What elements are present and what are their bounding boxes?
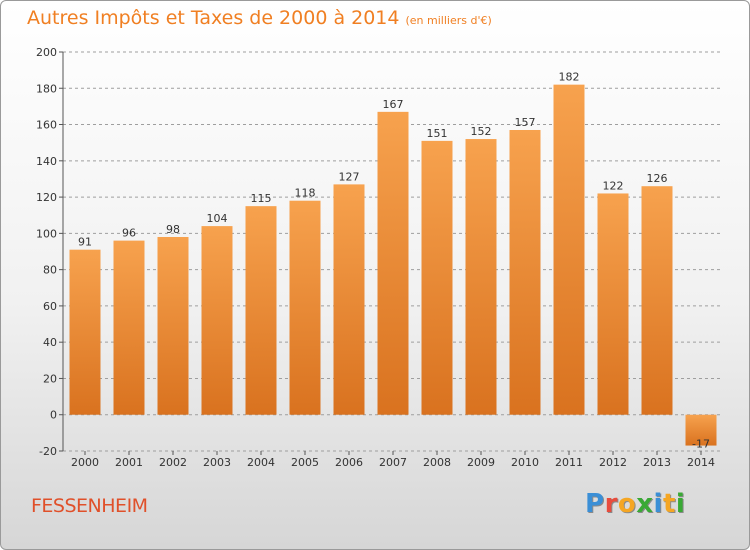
x-tick-label: 2010 [511, 456, 539, 469]
bars [69, 84, 717, 446]
x-tick-label: 2003 [203, 456, 231, 469]
x-tick-label: 2012 [599, 456, 627, 469]
bar-2008 [421, 140, 453, 415]
logo-letter: P [585, 489, 605, 519]
value-label: 157 [515, 116, 536, 129]
value-label: 126 [647, 172, 668, 185]
chart-title-main: Autres Impôts et Taxes de 2000 à 2014 [27, 7, 400, 29]
value-label: 127 [339, 170, 360, 183]
value-label: 118 [295, 187, 316, 200]
bar-2001 [113, 240, 145, 415]
y-tick-label: 120 [36, 191, 57, 204]
logo-letter: i [653, 489, 663, 519]
value-label: 152 [471, 125, 492, 138]
axes: -20 0 20 40 60 80 100 120 140 160 180 200 2000 2001 20… [36, 46, 715, 469]
x-tick-label: 2004 [247, 456, 275, 469]
bar-2009 [465, 139, 497, 415]
value-label: 151 [427, 127, 448, 140]
proxiti-logo: Proxiti [585, 489, 685, 519]
x-tick-label: 2011 [555, 456, 583, 469]
commune-name: FESSENHEIM [31, 495, 148, 517]
x-tick-label: 2006 [335, 456, 363, 469]
chart-title: Autres Impôts et Taxes de 2000 à 2014 (en… [27, 7, 492, 29]
logo-letter: o [617, 489, 637, 519]
bar-2005 [289, 200, 321, 415]
x-tick-label: 2013 [643, 456, 671, 469]
y-tick-label: 60 [43, 300, 57, 313]
bar-2010 [509, 129, 541, 415]
y-tick-label: 0 [50, 409, 57, 422]
bar-2011 [553, 84, 585, 415]
y-tick-label: 140 [36, 155, 57, 168]
value-label: 167 [383, 98, 404, 111]
bar-2012 [597, 193, 629, 415]
bar-2013 [641, 186, 673, 415]
y-tick-label: 20 [43, 372, 57, 385]
y-tick-label: 40 [43, 336, 57, 349]
y-tick-label: 100 [36, 227, 57, 240]
logo-letter: i [675, 489, 686, 519]
x-tick-label: 2005 [291, 456, 319, 469]
x-tick-label: 2008 [423, 456, 451, 469]
logo-letter: t [662, 489, 676, 519]
value-label: 98 [166, 223, 180, 236]
bar-2003 [201, 226, 233, 415]
value-label: 122 [603, 179, 624, 192]
x-tick-label: 2007 [379, 456, 407, 469]
value-label: -17 [692, 438, 710, 451]
logo-letter: x [636, 489, 654, 519]
x-tick-label: 2002 [159, 456, 187, 469]
bar-2004 [245, 206, 277, 415]
value-label: 104 [207, 212, 228, 225]
value-label: 96 [122, 227, 136, 240]
y-tick-label: 160 [36, 119, 57, 132]
logo-letter: r [604, 489, 618, 519]
x-tick-label: 2000 [71, 456, 99, 469]
x-tick-label: 2014 [687, 456, 715, 469]
chart-subtitle: (en milliers d'€) [405, 14, 492, 27]
y-tick-label: -20 [39, 445, 57, 458]
value-labels: 91 96 98 104 115 118 127 167 151 152 157 182 122 126 -… [78, 71, 710, 451]
y-tick-label: 200 [36, 46, 57, 59]
bar-2007 [377, 111, 409, 415]
bar-2006 [333, 184, 365, 415]
value-label: 115 [251, 192, 272, 205]
bar-2000 [69, 249, 101, 415]
x-tick-label: 2001 [115, 456, 143, 469]
bar-2002 [157, 236, 189, 415]
y-tick-label: 80 [43, 264, 57, 277]
x-tick-label: 2009 [467, 456, 495, 469]
y-tick-label: 180 [36, 82, 57, 95]
value-label: 182 [559, 71, 580, 84]
value-label: 91 [78, 236, 92, 249]
bar-2014 [685, 414, 717, 446]
